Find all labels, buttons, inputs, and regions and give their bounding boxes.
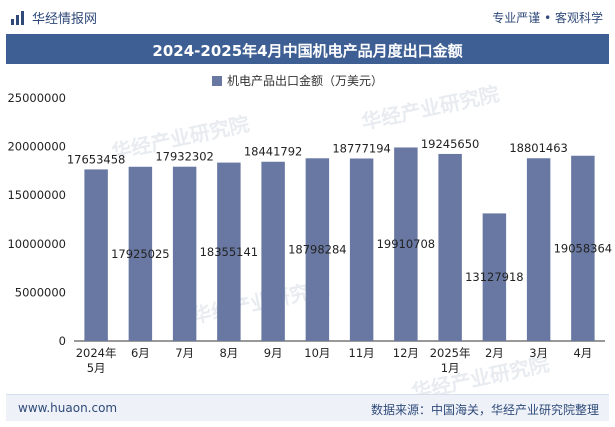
legend: 机电产品出口金额（万美元） bbox=[212, 73, 383, 88]
bar bbox=[305, 158, 330, 341]
x-tick-label: 8月 bbox=[219, 346, 238, 360]
x-tick-label: 7月 bbox=[175, 346, 194, 360]
chart-title: 2024-2025年4月中国机电产品月度出口金额 bbox=[152, 42, 463, 60]
title-band: 2024-2025年4月中国机电产品月度出口金额 bbox=[6, 34, 609, 64]
x-tick-label: 4月 bbox=[573, 346, 592, 360]
x-tick-label-line: 9月 bbox=[264, 346, 283, 360]
y-tick-label: 0 bbox=[59, 334, 66, 348]
slogan: 专业严谨 • 客观科学 bbox=[492, 11, 603, 25]
bar bbox=[172, 166, 197, 341]
x-tick-label: 3月 bbox=[529, 346, 548, 360]
data-label: 18441792 bbox=[244, 145, 303, 159]
data-label: 19910708 bbox=[377, 237, 436, 251]
x-tick-label-line: 12月 bbox=[393, 346, 419, 360]
x-tick-label-line: 2024年 bbox=[76, 346, 117, 360]
bar bbox=[394, 147, 418, 341]
data-label: 13127918 bbox=[465, 270, 524, 284]
y-tick-label: 25000000 bbox=[7, 91, 66, 105]
footer-source: 数据来源：中国海关，华经产业研究院整理 bbox=[370, 403, 599, 417]
bar bbox=[217, 162, 241, 341]
data-label: 17932302 bbox=[155, 150, 214, 164]
x-tick-label-line: 4月 bbox=[573, 346, 592, 360]
y-tick-label: 15000000 bbox=[7, 188, 66, 202]
bar bbox=[482, 213, 507, 341]
x-tick-label-line: 7月 bbox=[175, 346, 194, 360]
data-label: 17653458 bbox=[67, 152, 126, 166]
x-tick-label-line: 6月 bbox=[131, 346, 150, 360]
bar bbox=[526, 158, 551, 341]
x-tick-label-line: 1月 bbox=[441, 361, 460, 375]
bar bbox=[261, 161, 285, 341]
x-tick-label: 6月 bbox=[131, 346, 150, 360]
x-tick-label: 12月 bbox=[393, 346, 419, 360]
brand[interactable]: 华经情报网 bbox=[10, 8, 97, 27]
bar bbox=[84, 169, 108, 341]
y-tick-label: 20000000 bbox=[7, 140, 66, 154]
data-label: 19245650 bbox=[421, 137, 480, 151]
x-tick-label-line: 8月 bbox=[219, 346, 238, 360]
data-label: 19058364 bbox=[554, 241, 613, 255]
bar bbox=[571, 155, 595, 341]
x-tick-label: 2024年 5月 bbox=[76, 346, 117, 375]
x-tick-label-line: 5月 bbox=[87, 361, 106, 375]
footer-url[interactable]: www.huaon.com bbox=[18, 401, 118, 415]
bar bbox=[128, 166, 153, 341]
x-tick-label-line: 3月 bbox=[529, 346, 548, 360]
x-tick-label: 10月 bbox=[304, 346, 330, 360]
data-label: 18801463 bbox=[509, 141, 568, 155]
x-tick-label: 2月 bbox=[485, 346, 504, 360]
bar bbox=[438, 153, 462, 341]
x-tick-label: 2025年 1月 bbox=[430, 346, 471, 375]
footer: www.huaon.com 数据来源：中国海关，华经产业研究院整理 bbox=[6, 394, 609, 421]
brand-name: 华经情报网 bbox=[32, 12, 98, 27]
x-tick-label-line: 11月 bbox=[349, 346, 375, 360]
legend-label: 机电产品出口金额（万美元） bbox=[227, 73, 383, 88]
x-tick-label-line: 2025年 bbox=[430, 346, 471, 360]
data-label: 18777194 bbox=[332, 141, 391, 155]
x-tick-label-line: 10月 bbox=[304, 346, 330, 360]
top-bar: 华经情报网 专业严谨 • 客观科学 bbox=[0, 0, 615, 34]
y-tick-label: 10000000 bbox=[7, 237, 66, 251]
bar bbox=[349, 158, 374, 341]
x-tick-label: 11月 bbox=[349, 346, 375, 360]
data-label: 18355141 bbox=[200, 245, 259, 259]
bar-chart: 机电产品出口金额（万美元） 0 5000000 10000000 15000000 200… bbox=[7, 73, 613, 375]
x-tick-label: 9月 bbox=[264, 346, 283, 360]
legend-swatch bbox=[212, 76, 222, 86]
brand-logo-icon bbox=[11, 10, 24, 25]
x-tick-label-line: 2月 bbox=[485, 346, 504, 360]
data-label: 17925025 bbox=[111, 247, 170, 261]
y-tick-label: 5000000 bbox=[15, 285, 66, 299]
data-label: 18798284 bbox=[288, 243, 347, 257]
